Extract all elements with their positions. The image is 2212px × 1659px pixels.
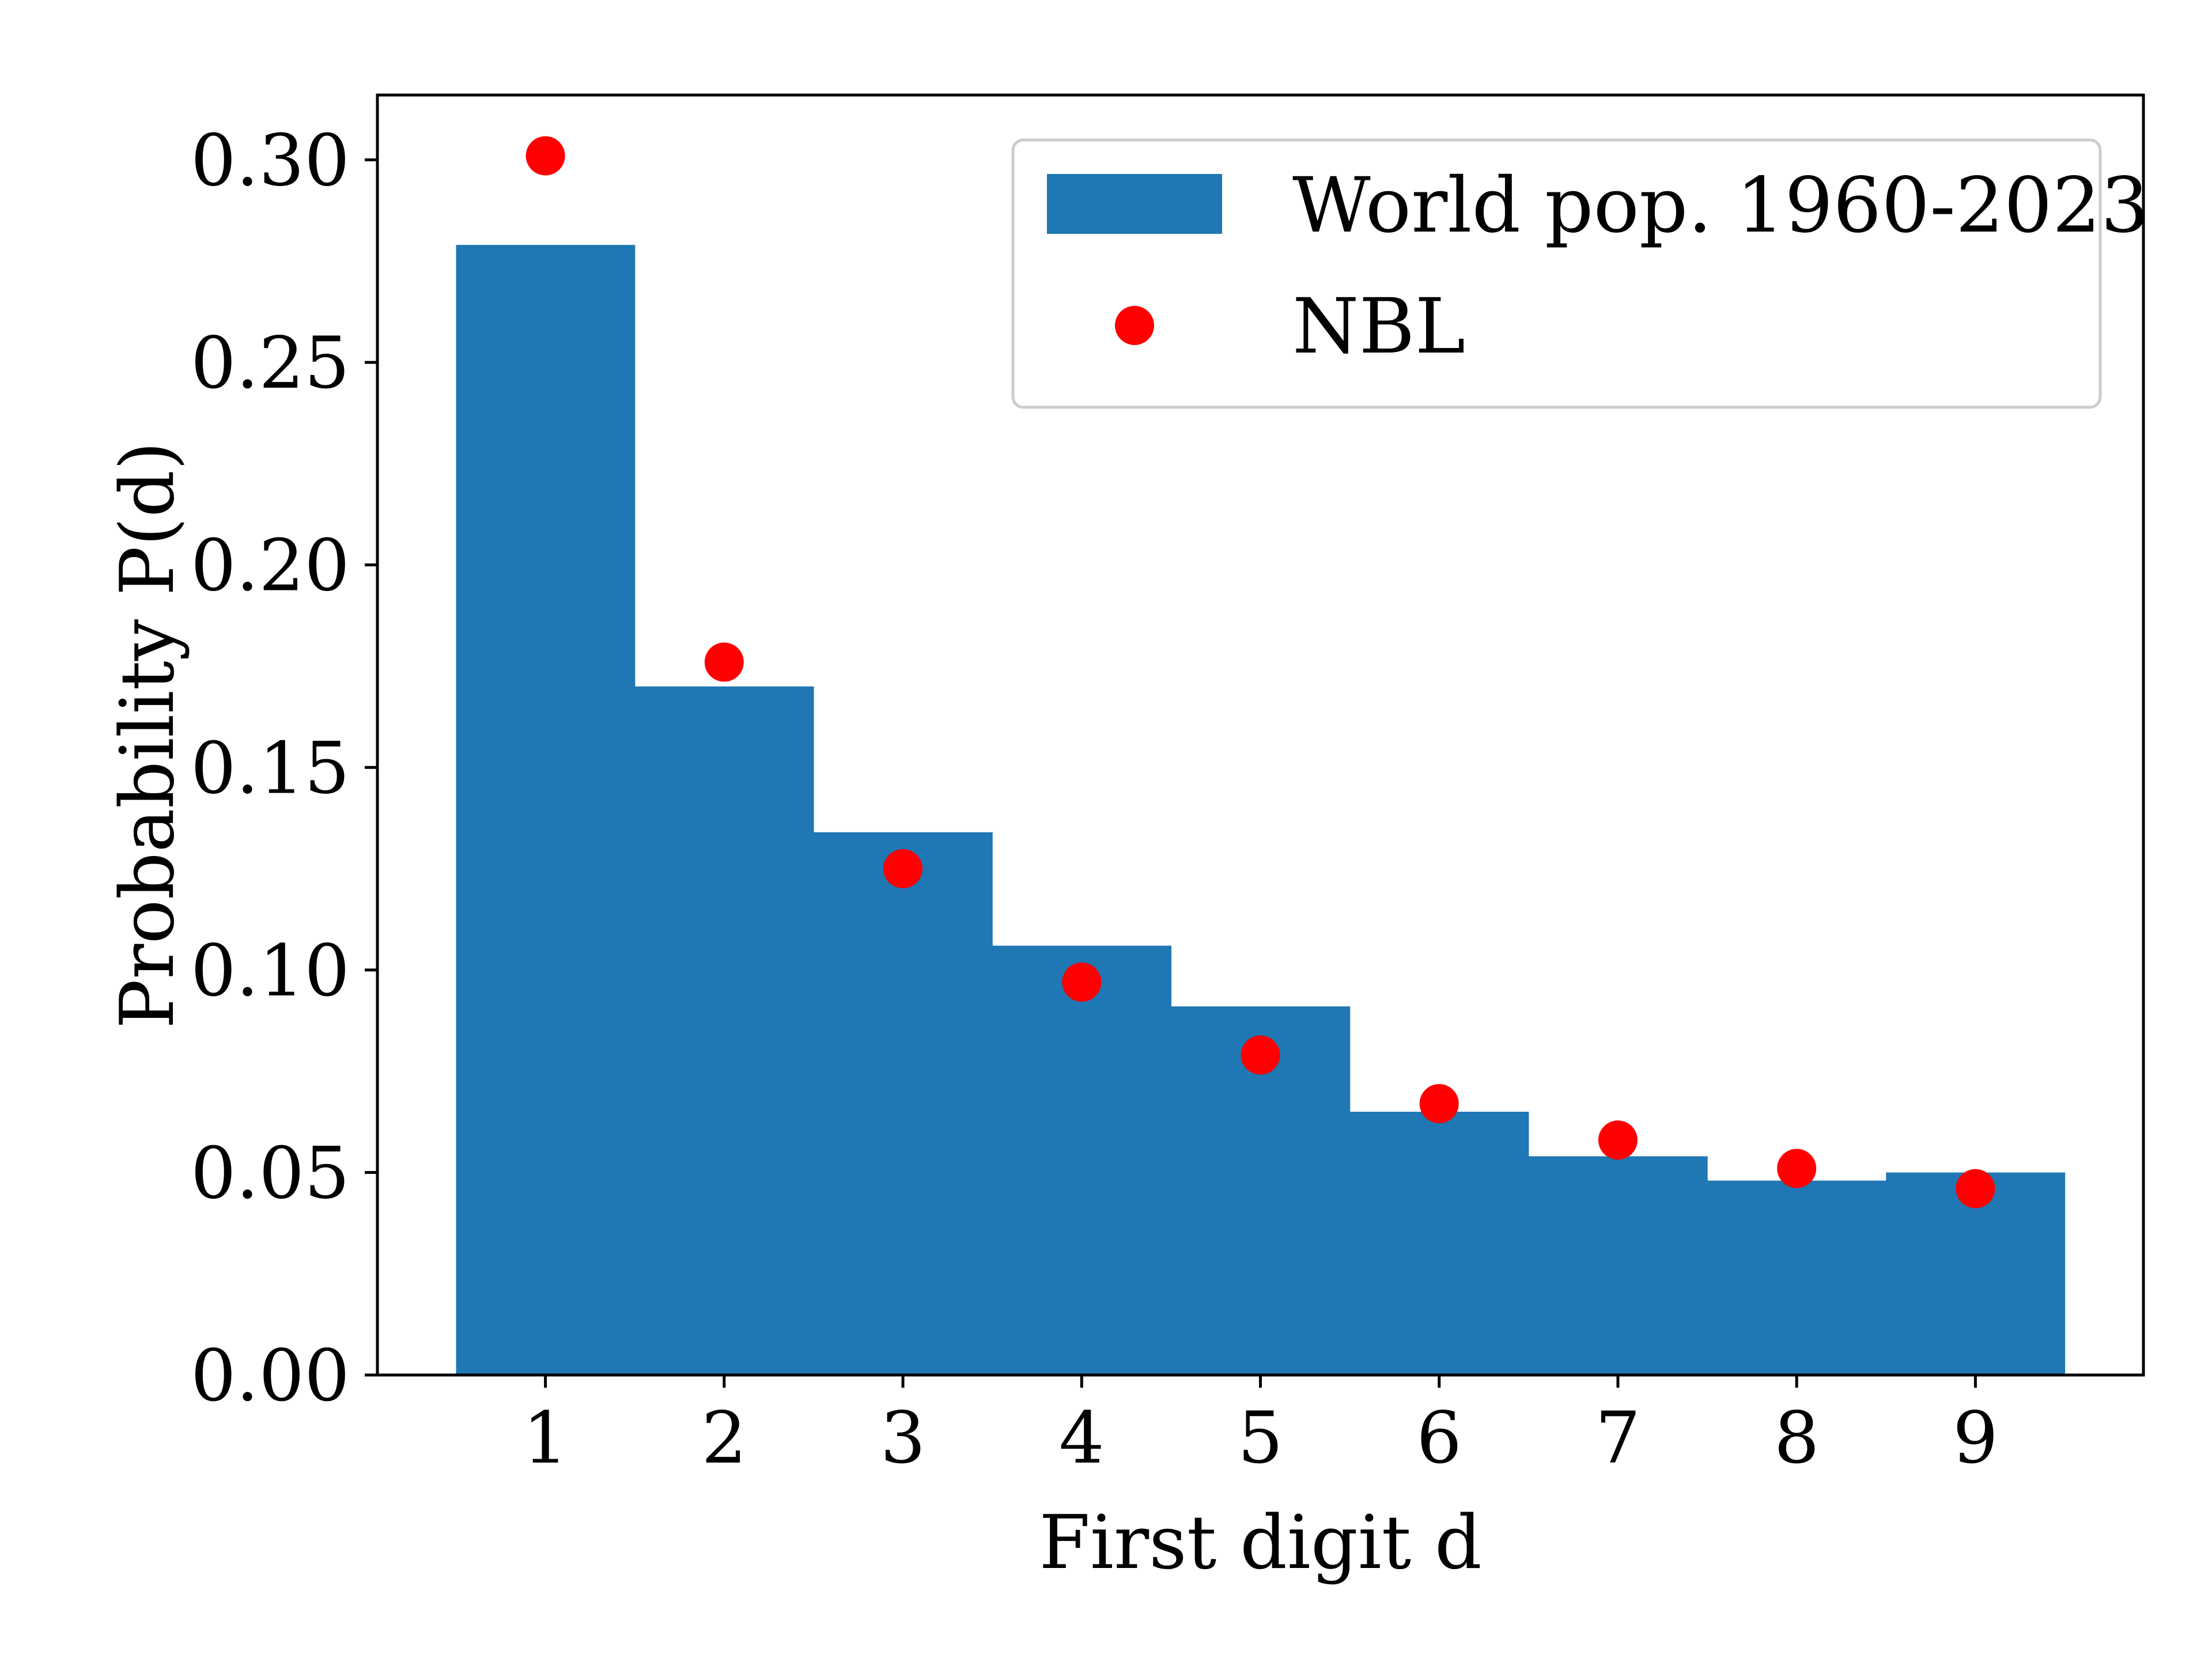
legend-label-point: NBL bbox=[1292, 282, 1465, 371]
nbl-point-2 bbox=[704, 642, 744, 682]
x-tick-label: 5 bbox=[1238, 1397, 1283, 1480]
nbl-point-9 bbox=[1956, 1169, 1995, 1209]
nbl-point-8 bbox=[1777, 1149, 1817, 1188]
bar-3 bbox=[813, 832, 993, 1375]
bar-6 bbox=[1349, 1111, 1529, 1375]
legend-swatch-point bbox=[1115, 306, 1154, 345]
x-tick-label: 3 bbox=[880, 1397, 926, 1480]
x-tick-label: 1 bbox=[523, 1397, 568, 1480]
x-axis: 1 2 3 4 5 6 7 8 9 bbox=[523, 1375, 1998, 1480]
nbl-point-4 bbox=[1062, 962, 1102, 1002]
x-tick-label: 6 bbox=[1416, 1397, 1462, 1480]
legend-swatch-bar bbox=[1047, 174, 1222, 234]
bar-7 bbox=[1528, 1156, 1708, 1375]
bars-layer bbox=[456, 245, 2066, 1375]
y-tick-label: 0.20 bbox=[191, 525, 350, 608]
nbl-point-5 bbox=[1241, 1035, 1280, 1075]
nbl-point-6 bbox=[1419, 1084, 1459, 1123]
x-tick-label: 8 bbox=[1774, 1397, 1820, 1480]
y-tick-label: 0.05 bbox=[191, 1132, 350, 1215]
y-axis: 0.00 0.05 0.10 0.15 0.20 0.25 0.30 bbox=[191, 120, 377, 1418]
x-tick-label: 7 bbox=[1595, 1397, 1640, 1480]
y-tick-label: 0.30 bbox=[191, 120, 350, 203]
nbl-point-1 bbox=[525, 136, 565, 176]
legend-box bbox=[1011, 138, 2102, 409]
points-layer bbox=[525, 136, 1995, 1209]
bar-8 bbox=[1707, 1180, 1886, 1375]
legend-label-bar: World pop. 1960-2023 bbox=[1292, 161, 2149, 250]
bar-2 bbox=[634, 686, 814, 1375]
x-tick-label: 4 bbox=[1059, 1397, 1105, 1480]
x-tick-label: 2 bbox=[701, 1397, 747, 1480]
y-tick-label: 0.15 bbox=[191, 727, 350, 810]
y-tick-label: 0.00 bbox=[191, 1335, 350, 1418]
bar-1 bbox=[456, 245, 636, 1375]
nbl-point-3 bbox=[883, 849, 923, 889]
y-tick-label: 0.25 bbox=[191, 322, 350, 405]
x-axis-label: First digit d bbox=[1039, 1500, 1482, 1586]
y-axis-label: Probability P(d) bbox=[105, 441, 191, 1029]
bar-4 bbox=[992, 945, 1171, 1375]
x-tick-label: 9 bbox=[1953, 1397, 1998, 1480]
nbl-point-7 bbox=[1598, 1120, 1638, 1160]
y-tick-label: 0.10 bbox=[191, 930, 350, 1013]
legend: World pop. 1960-2023 NBL bbox=[1011, 138, 2149, 409]
